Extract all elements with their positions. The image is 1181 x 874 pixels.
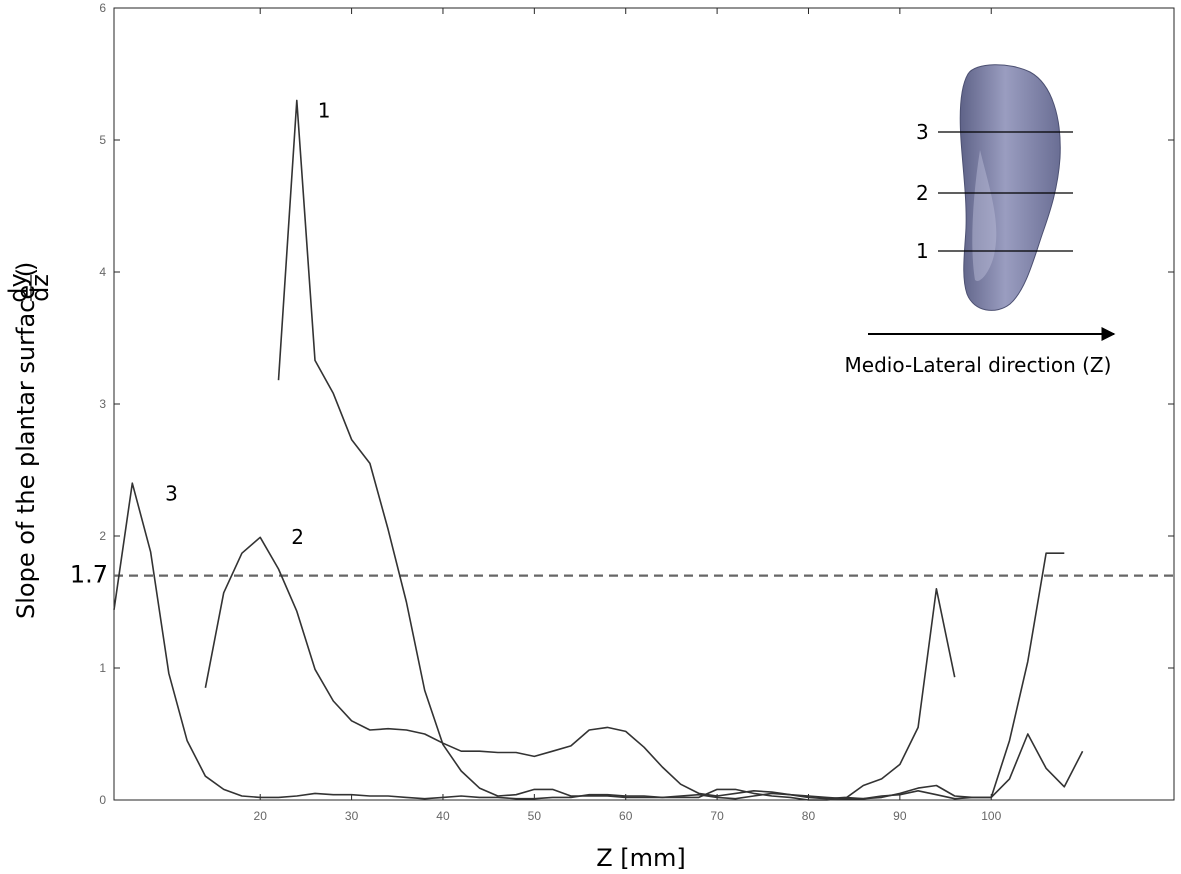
- series-line-3: [113, 482, 1084, 800]
- y-axis-frac-den: dz: [26, 274, 54, 302]
- x-tick-label: 80: [802, 809, 816, 823]
- series-label-3: 3: [165, 481, 178, 505]
- y-tick-label: 5: [99, 133, 106, 147]
- inset-marker-label-3: 3: [916, 120, 929, 144]
- x-tick-label: 40: [436, 809, 450, 823]
- threshold-group: 1.7: [70, 561, 1174, 589]
- x-tick-label: 90: [893, 809, 907, 823]
- threshold-label: 1.7: [70, 561, 108, 589]
- inset-markers: 3 2 1: [916, 120, 1073, 263]
- x-tick-label: 60: [619, 809, 633, 823]
- series-line-2: [204, 536, 1065, 800]
- y-tick-label: 4: [99, 265, 106, 279]
- direction-label: Medio-Lateral direction (Z): [845, 353, 1112, 377]
- y-tick-label: 1: [99, 661, 106, 675]
- y-axis-frac-num: dy: [4, 273, 32, 302]
- y-axis-title-close: ): [12, 262, 40, 271]
- y-tick-label: 6: [99, 1, 106, 15]
- inset-marker-label-2: 2: [916, 181, 929, 205]
- inset-marker-label-1: 1: [916, 239, 929, 263]
- y-tick-label: 2: [99, 529, 106, 543]
- series-label-1: 1: [318, 99, 331, 123]
- axis-ticks: 20 30 40 50 60 70 80 90 100 0 1 2 3 4 5 6: [99, 1, 1174, 823]
- x-tick-label: 50: [528, 809, 542, 823]
- x-tick-label: 70: [710, 809, 724, 823]
- x-tick-label: 30: [345, 809, 359, 823]
- y-tick-label: 0: [99, 793, 106, 807]
- x-tick-label: 20: [254, 809, 268, 823]
- series-layer: [113, 99, 1084, 801]
- x-axis-title: Z [mm]: [596, 844, 686, 872]
- series-labels: 1 2 3: [165, 99, 330, 549]
- series-label-2: 2: [291, 525, 304, 549]
- foot-inset: 3 2 1 Medio-Lateral direction (Z): [845, 64, 1116, 377]
- foot-arch-shadow: [972, 150, 997, 281]
- y-tick-label: 3: [99, 397, 106, 411]
- y-axis-title: Slope of the plantar surface ( dy dz ): [4, 262, 54, 619]
- y-axis-title-main: Slope of the plantar surface (: [12, 268, 40, 619]
- x-tick-label: 100: [981, 809, 1001, 823]
